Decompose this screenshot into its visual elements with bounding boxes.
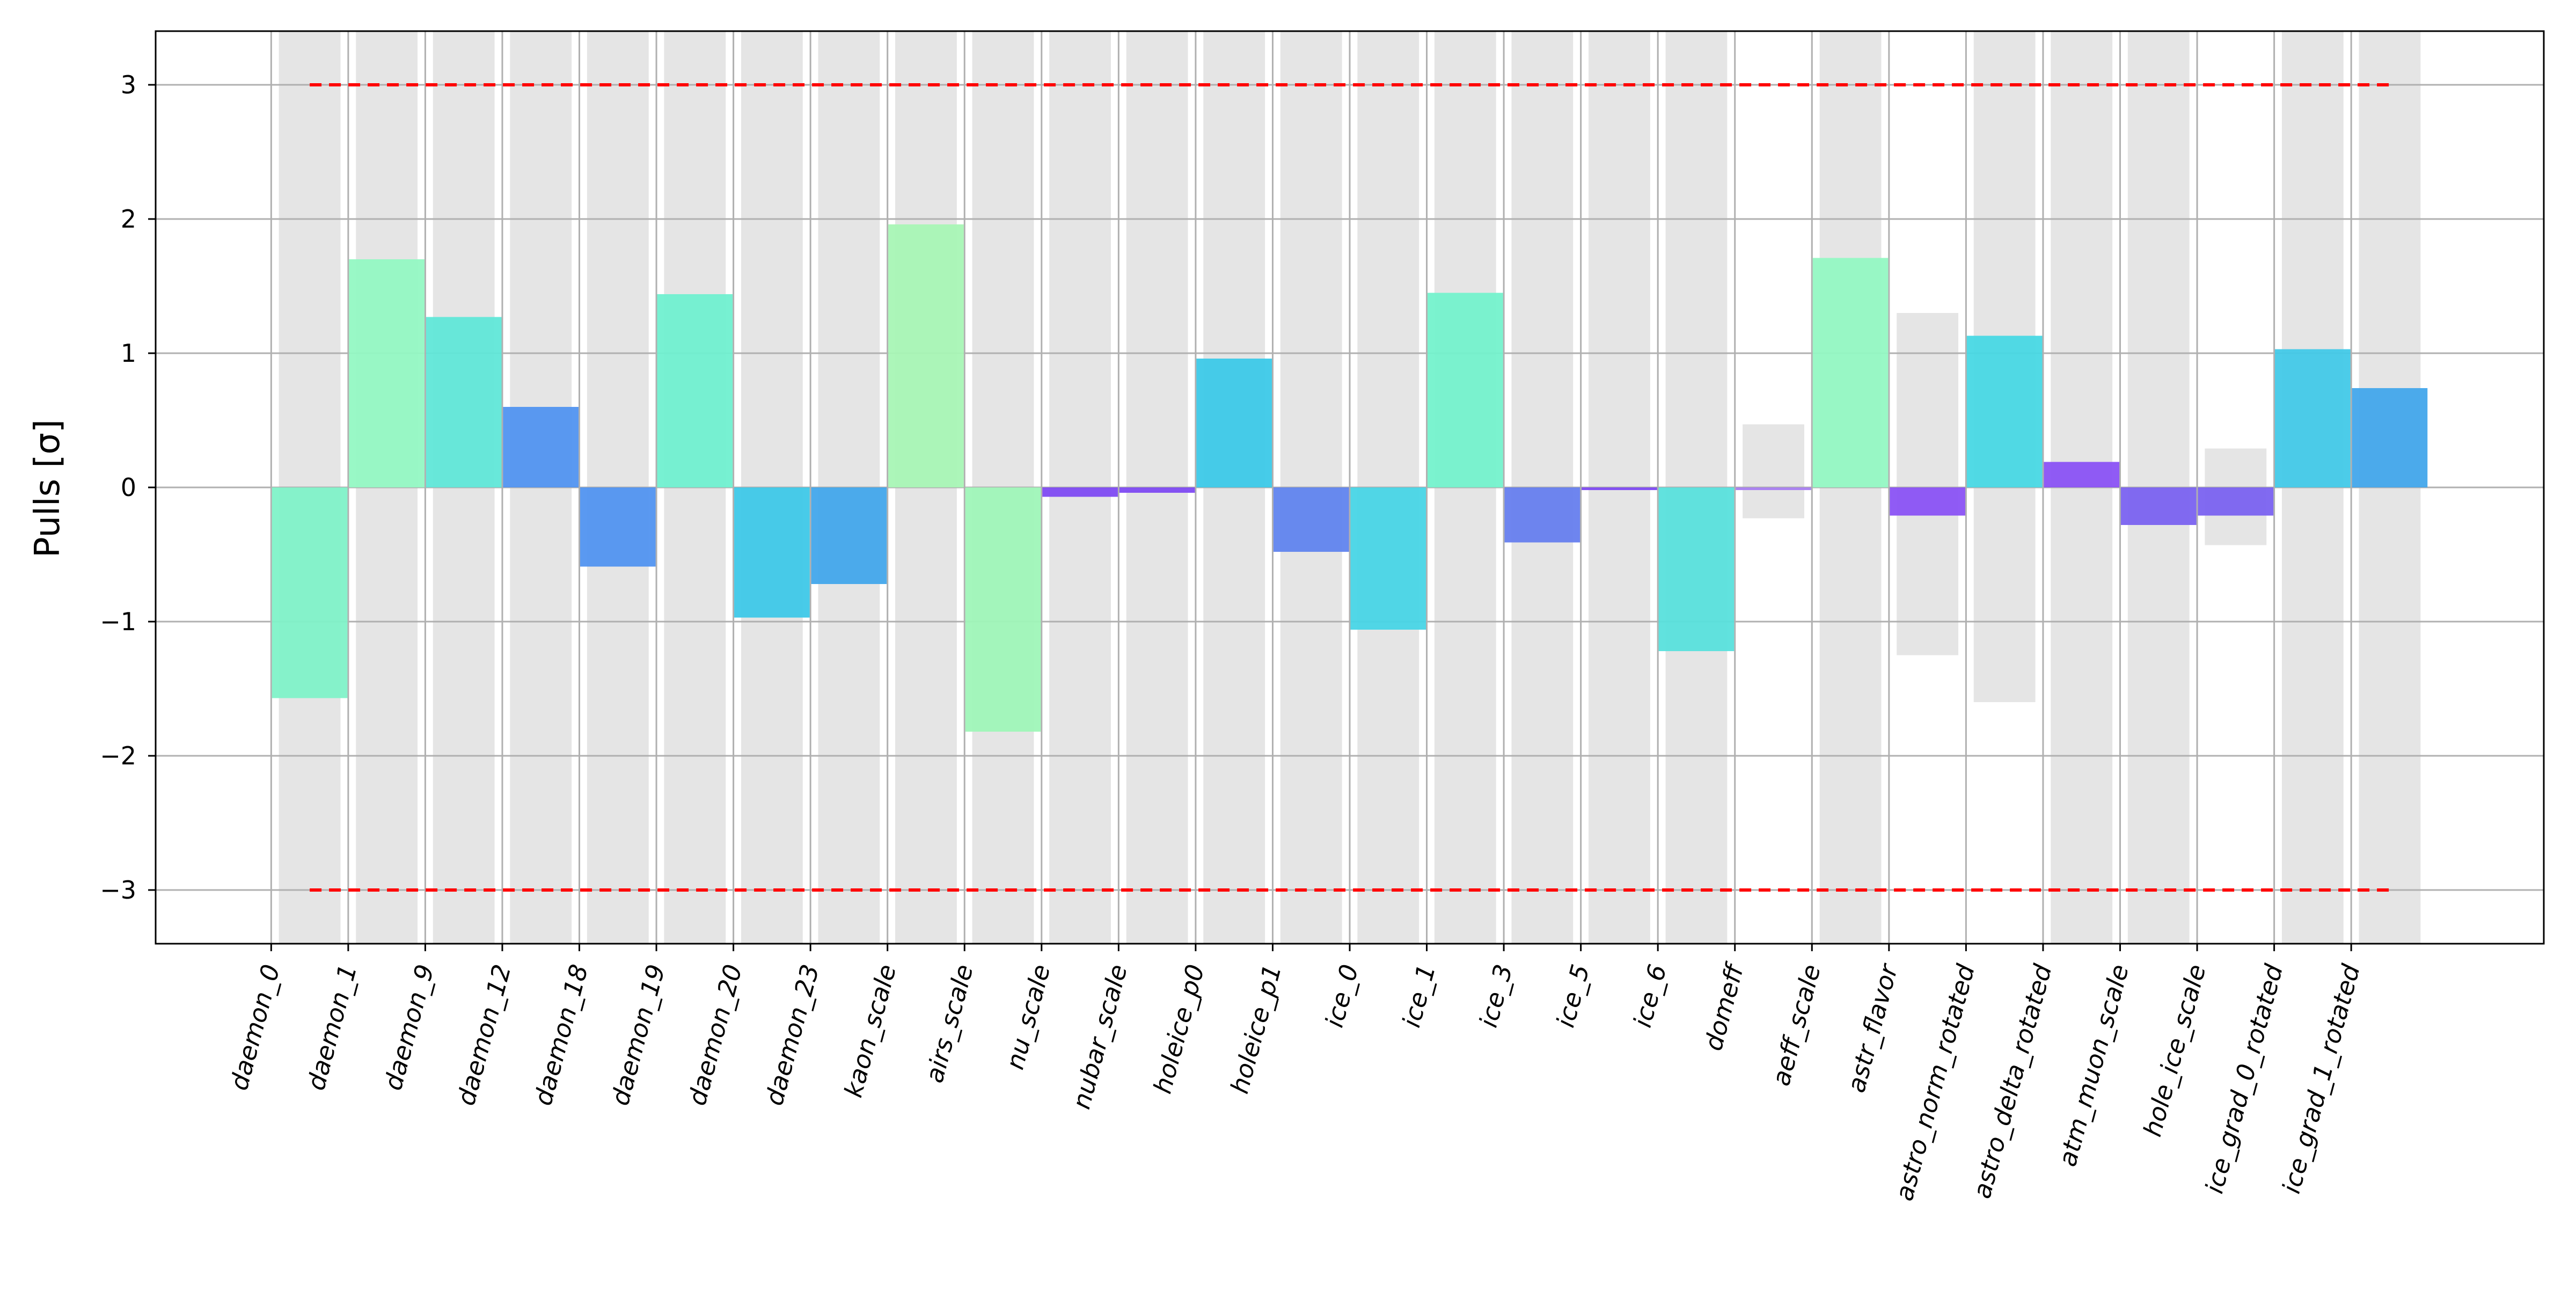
prior-band: [1897, 313, 1959, 655]
x-tick-label: aeff_scale: [1766, 961, 1826, 1089]
y-tick-label: 1: [121, 339, 136, 368]
bar-ice_6: [1658, 487, 1735, 651]
bar-nubar_scale: [1119, 487, 1195, 493]
x-tick-label: nu_scale: [1000, 961, 1056, 1073]
x-tick-label: ice_grad_1_rotated: [2277, 961, 2366, 1197]
bar-astro_delta_rotated: [2044, 462, 2120, 487]
x-tick-label: ice_6: [1628, 961, 1672, 1031]
y-tick-label: −3: [100, 876, 136, 905]
prior-band: [1743, 424, 1804, 519]
bar-ice_5: [1582, 487, 1657, 490]
x-tick-label: airs_scale: [919, 961, 978, 1086]
x-tick-label: daemon_0: [224, 961, 286, 1093]
y-tick-label: 3: [121, 70, 136, 99]
bar-astro_norm_rotated: [1966, 335, 2043, 487]
x-tick-label: ice_5: [1550, 961, 1595, 1031]
bar-daemon_1: [349, 259, 425, 487]
bar-nu_scale: [1042, 487, 1118, 497]
bar-ice_0: [1350, 487, 1426, 630]
bar-hole_ice_scale: [2198, 487, 2274, 516]
x-tick-label: hole_ice_scale: [2138, 961, 2211, 1140]
bar-holeice_p0: [1196, 359, 1272, 487]
bar-ice_1: [1427, 293, 1503, 487]
x-tick-label: nubar_scale: [1066, 961, 1133, 1112]
x-tick-label: ice_1: [1396, 961, 1441, 1031]
x-tick-label: daemon_18: [528, 961, 594, 1108]
bar-daemon_20: [734, 487, 810, 618]
y-tick-label: −1: [100, 607, 136, 636]
bar-ice_grad_1_rotated: [2352, 388, 2428, 487]
x-tick-label: kaon_scale: [839, 961, 902, 1100]
bar-domeff: [1736, 487, 1811, 490]
x-tick-label: daemon_12: [451, 961, 517, 1108]
bar-ice_grad_0_rotated: [2275, 349, 2351, 487]
x-tick-label: ice_3: [1474, 961, 1518, 1031]
y-tick-label: −2: [100, 741, 136, 770]
x-tick-label: ice_grad_0_rotated: [2199, 961, 2288, 1197]
x-tick-label: domeff: [1699, 959, 1750, 1054]
x-tick-label: astr_flavor: [1841, 960, 1904, 1096]
x-tick-label: daemon_9: [378, 961, 440, 1093]
bar-aeff_scale: [1812, 258, 1889, 487]
x-tick-label: ice_0: [1320, 961, 1364, 1031]
x-tick-label: daemon_1: [301, 961, 362, 1093]
x-tick-label: daemon_23: [759, 961, 825, 1108]
x-tick-label: holeice_p0: [1148, 961, 1210, 1097]
bar-daemon_19: [657, 294, 733, 487]
x-tick-label: astro_delta_rotated: [1967, 961, 2057, 1201]
bars: [272, 224, 2428, 732]
y-tick-label: 2: [121, 205, 136, 234]
bar-airs_scale: [965, 487, 1041, 732]
bar-astr_flavor: [1890, 487, 1965, 516]
grid-lines: [156, 31, 2544, 944]
x-tick-label: holeice_p1: [1225, 961, 1287, 1097]
bar-ice_3: [1504, 487, 1580, 543]
bar-daemon_0: [272, 487, 348, 698]
bar-holeice_p1: [1273, 487, 1349, 552]
y-axis-label: Pulls [σ]: [28, 419, 68, 558]
x-tick-label: daemon_19: [605, 961, 671, 1108]
bar-daemon_18: [580, 487, 656, 567]
bar-daemon_12: [503, 407, 579, 487]
y-tick-label: 0: [121, 473, 136, 502]
x-tick-label: atm_muon_scale: [2053, 961, 2134, 1170]
bar-daemon_23: [811, 487, 887, 584]
x-tick-label: daemon_20: [682, 961, 748, 1108]
x-tick-label: astro_norm_rotated: [1890, 961, 1981, 1204]
bar-daemon_9: [426, 317, 502, 487]
bar-atm_muon_scale: [2120, 487, 2197, 525]
bar-kaon_scale: [888, 224, 964, 487]
